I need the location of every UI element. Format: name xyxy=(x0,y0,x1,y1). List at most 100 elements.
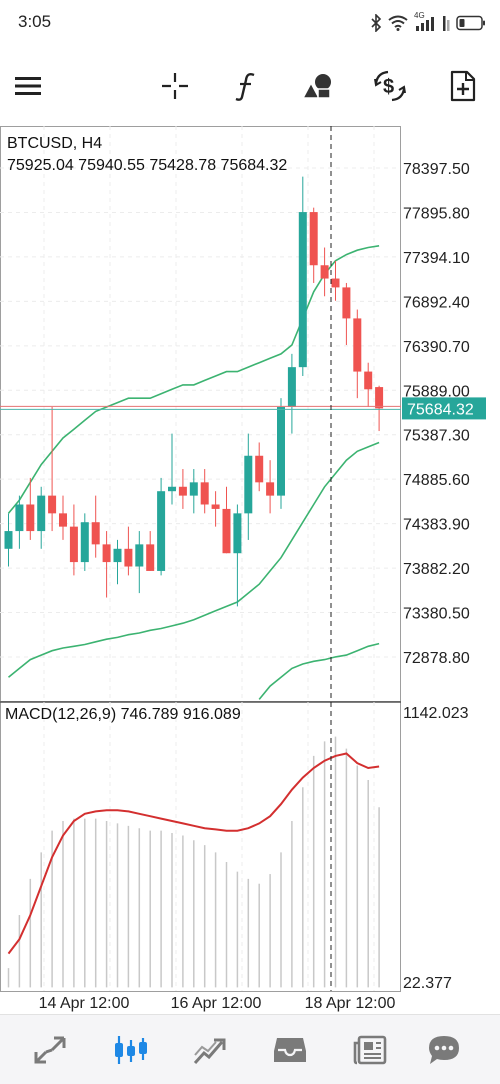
candle-body xyxy=(124,548,133,567)
wifi-icon xyxy=(388,15,408,31)
candle-body xyxy=(178,486,187,496)
menu-button[interactable] xyxy=(6,56,50,116)
candle xyxy=(331,260,340,301)
candle xyxy=(309,207,318,283)
candle-body xyxy=(26,504,35,532)
candle xyxy=(211,491,220,527)
candle-body xyxy=(80,522,89,563)
current-price-value: 75684.32 xyxy=(407,401,474,418)
quotes-icon xyxy=(34,1036,66,1063)
candle xyxy=(200,469,209,514)
grid xyxy=(0,126,400,991)
candle-body xyxy=(222,508,231,554)
candle-body xyxy=(255,455,264,483)
price-tick-label: 76892.40 xyxy=(403,294,470,311)
news-icon xyxy=(353,1035,387,1064)
candle-body xyxy=(331,278,340,288)
nav-chats[interactable] xyxy=(414,1015,474,1084)
candle xyxy=(15,495,24,549)
candle xyxy=(266,460,275,514)
price-tick-label: 74383.90 xyxy=(403,517,470,534)
price-chart[interactable]: 78397.50 77895.80 77394.10 76892.40 76390.70… xyxy=(0,126,500,1014)
chart-candles-icon xyxy=(115,1035,147,1064)
nav-history[interactable] xyxy=(260,1015,320,1084)
nav-trade[interactable] xyxy=(180,1015,240,1084)
macd-indicator-label: MACD(12,26,9) 746.789 916.089 xyxy=(5,706,241,723)
candle xyxy=(80,513,89,571)
chart-area[interactable]: 78397.50 77895.80 77394.10 76892.40 76390.70… xyxy=(0,126,500,1014)
new-order-button[interactable] xyxy=(441,56,485,116)
time-tick-label: 16 Apr 12:00 xyxy=(171,995,262,1012)
price-tick-label: 73882.20 xyxy=(403,561,470,578)
price-tick-label: 75889.00 xyxy=(403,383,470,400)
time-axis: 14 Apr 12:00 16 Apr 12:00 18 Apr 12:00 xyxy=(39,995,396,1012)
trade-chart-icon xyxy=(193,1038,226,1064)
svg-text:$: $ xyxy=(383,76,394,98)
symbol-timeframe: BTCUSD, H4 xyxy=(7,135,103,152)
candle-body xyxy=(353,318,362,372)
candle xyxy=(375,385,384,432)
candle-body xyxy=(4,531,13,549)
price-tick-label: 77895.80 xyxy=(403,205,470,222)
candle xyxy=(277,398,285,509)
candle-body xyxy=(200,482,209,505)
macd-tick-label: 22.377 xyxy=(403,975,452,992)
objects-icon xyxy=(301,74,331,99)
candle xyxy=(37,486,46,549)
nav-chart[interactable] xyxy=(101,1015,161,1084)
candle-body xyxy=(91,522,100,545)
time-tick-label: 18 Apr 12:00 xyxy=(305,995,396,1012)
4g-signal-icon: 4G xyxy=(414,11,436,32)
bluetooth-icon xyxy=(371,14,382,32)
trade-icon: $ xyxy=(374,70,406,102)
macd-panel-frame xyxy=(0,701,401,992)
price-tick-label: 77394.10 xyxy=(403,250,470,267)
candle xyxy=(102,531,111,598)
candle xyxy=(353,309,362,399)
indicators-button[interactable] xyxy=(224,56,268,116)
chart-toolbar: $ xyxy=(0,56,500,116)
nav-news[interactable] xyxy=(340,1015,400,1084)
candle xyxy=(178,469,187,509)
candle xyxy=(113,539,122,585)
trade-button[interactable]: $ xyxy=(368,56,412,116)
candles xyxy=(4,176,384,607)
menu-icon xyxy=(15,77,41,95)
candle-body xyxy=(375,387,384,409)
candle-body xyxy=(59,513,67,527)
price-tick-label: 78397.50 xyxy=(403,161,470,178)
candle-body xyxy=(189,482,198,496)
nav-quotes[interactable] xyxy=(20,1015,80,1084)
current-price-tag: 75684.32 xyxy=(402,397,486,420)
macd-histogram xyxy=(7,736,380,988)
price-axis: 78397.50 77895.80 77394.10 76892.40 76390.70… xyxy=(403,161,470,667)
battery-icon xyxy=(456,15,485,31)
candle-body xyxy=(135,544,144,567)
macd-signal-line xyxy=(7,752,380,955)
bollinger-bands xyxy=(7,245,380,700)
candle xyxy=(189,469,198,514)
network-type: 4G xyxy=(414,11,425,20)
candle-body xyxy=(211,504,220,509)
chat-icon xyxy=(429,1035,459,1064)
candle xyxy=(342,282,351,345)
candle xyxy=(222,486,231,554)
price-tick-label: 76390.70 xyxy=(403,339,470,356)
candle xyxy=(91,495,100,558)
price-tick-label: 73380.50 xyxy=(403,606,470,623)
crosshair-button[interactable] xyxy=(153,56,197,116)
objects-button[interactable] xyxy=(296,56,340,116)
new-order-icon xyxy=(450,70,476,102)
macd-axis: 1142.023 22.377 xyxy=(403,705,469,992)
candle-body xyxy=(287,367,296,408)
candle xyxy=(146,531,155,571)
macd-tick-label: 1142.023 xyxy=(403,705,469,722)
candle-body xyxy=(364,371,373,390)
price-tick-label: 72878.80 xyxy=(403,650,470,667)
candle xyxy=(287,353,296,434)
candle-body xyxy=(342,287,351,319)
candle-body xyxy=(168,486,176,492)
status-icons: 4G xyxy=(370,11,486,34)
candle-body xyxy=(15,504,24,532)
candle-body xyxy=(37,495,46,532)
